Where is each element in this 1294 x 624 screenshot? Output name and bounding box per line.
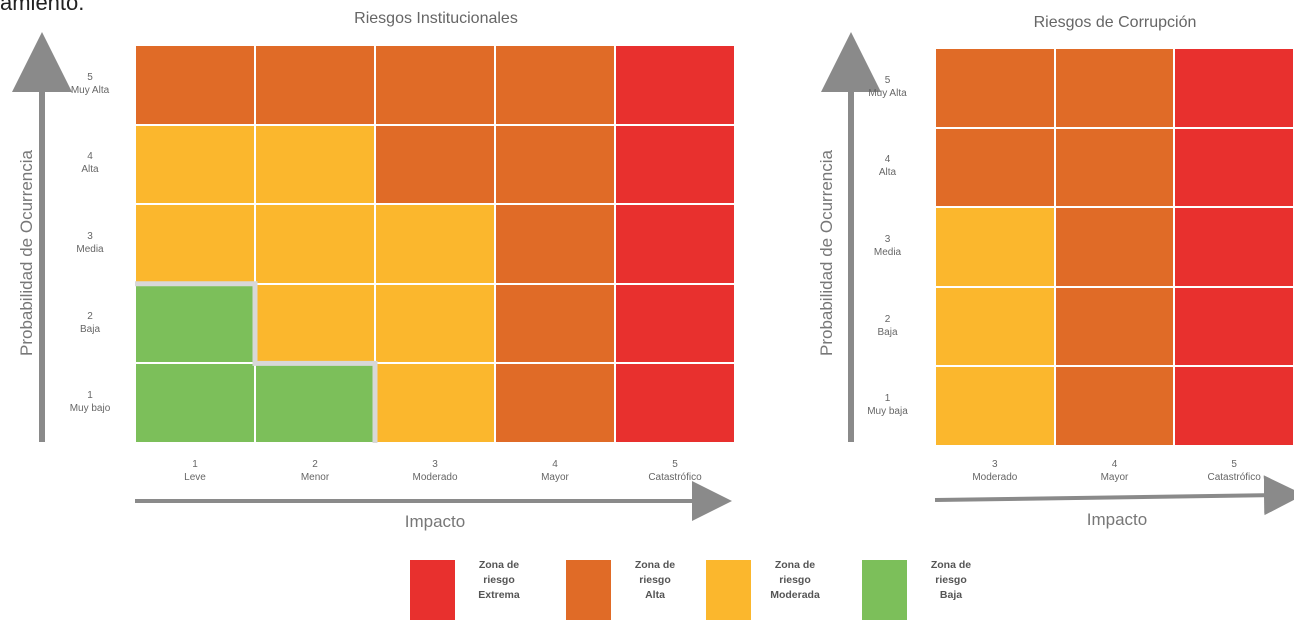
risk-cell-r5-c5 [615, 363, 735, 443]
y-axis-label-corrupcion: Probabilidad de Ocurrencia [817, 150, 836, 357]
row-label: 3 Media [76, 231, 104, 255]
risk-cell-r4-c3 [1174, 286, 1294, 367]
risk-cell-r2-c3 [1174, 127, 1294, 208]
y-axis-label-institucionales: Probabilidad de Ocurrencia [17, 150, 36, 357]
column-label: 5 Catastrófico [648, 459, 702, 483]
risk-cell-r1-c5 [615, 45, 735, 125]
row-label: 2 Baja [877, 313, 898, 338]
risk-cell-r1-c3 [1174, 48, 1294, 128]
row-label: 4 Alta [81, 151, 99, 176]
risk-cell-r5-c4 [495, 363, 615, 443]
risk-matrix-corrupcion [935, 48, 1294, 446]
risk-cell-r3-c1 [135, 204, 255, 284]
column-label: 2 Menor [300, 459, 330, 483]
row-label: 1 Muy baja [867, 393, 908, 418]
risk-cell-r1-c4 [495, 45, 615, 125]
risk-cell-r2-c2 [1054, 127, 1175, 208]
risk-cell-r4-c1 [935, 286, 1055, 367]
risk-cell-r1-c2 [255, 45, 375, 125]
risk-cell-r1-c3 [375, 45, 495, 125]
chart-title-corrupcion: Riesgos de Corrupción [1033, 14, 1197, 31]
column-label: 5 Catastrófico [1207, 459, 1261, 483]
legend-label-low: Zona de riesgo Baja [907, 558, 995, 620]
legend-label-moderate: Zona de riesgo Moderada [751, 558, 839, 620]
risk-matrix-institucionales [135, 45, 735, 443]
risk-cell-r2-c1 [935, 127, 1055, 208]
chart-title-institucionales: Riesgos Institucionales [354, 10, 518, 27]
risk-cell-r5-c3 [375, 363, 495, 443]
risk-cell-r2-c2 [255, 124, 375, 205]
risk-cell-r3-c3 [375, 204, 495, 284]
column-label: 3 Moderado [412, 459, 458, 483]
risk-cell-r5-c1 [135, 363, 255, 443]
x-axis-label-corrupcion: Impacto [1086, 510, 1148, 529]
column-label: 4 Mayor [541, 459, 569, 483]
risk-cell-r4-c2 [255, 283, 375, 364]
row-label: 1 Muy bajo [69, 390, 111, 415]
risk-cell-r4-c3 [375, 283, 495, 364]
risk-cell-r5-c3 [1174, 366, 1294, 446]
risk-cell-r4-c4 [495, 283, 615, 364]
legend-label-extreme: Zona de riesgo Extrema [455, 558, 543, 620]
risk-cell-r4-c2 [1054, 286, 1175, 367]
risk-cell-r5-c2 [255, 363, 375, 443]
risk-cell-r4-c5 [615, 283, 735, 364]
risk-cell-r1-c1 [935, 48, 1055, 128]
row-label: 5 Muy Alta [868, 74, 907, 99]
risk-cell-r3-c1 [935, 207, 1055, 287]
risk-cell-r1-c2 [1054, 48, 1175, 128]
risk-cell-r2-c5 [615, 124, 735, 205]
row-label: 3 Media [873, 234, 902, 258]
column-label: 4 Mayor [1100, 459, 1129, 483]
risk-cell-r3-c2 [1054, 207, 1175, 287]
x-axis-arrow-right [934, 475, 1294, 516]
risk-cell-r1-c1 [135, 45, 255, 125]
risk-cell-r5-c1 [935, 366, 1055, 446]
risk-cell-r5-c2 [1054, 366, 1175, 446]
risk-cell-r3-c2 [255, 204, 375, 284]
x-axis-label-institucionales: Impacto [404, 512, 466, 531]
risk-cell-r2-c1 [135, 124, 255, 205]
legend-label-high: Zona de riesgo Alta [611, 558, 699, 620]
risk-cell-r2-c4 [495, 124, 615, 205]
row-label: 5 Muy Alta [70, 71, 110, 96]
row-label: 4 Alta [878, 154, 897, 179]
caption-fragment: amiento. [0, 0, 85, 15]
risk-cell-r3-c5 [615, 204, 735, 284]
column-label: 3 Moderado [972, 459, 1018, 483]
column-label: 1 Leve [184, 459, 206, 483]
risk-cell-r4-c1 [135, 283, 255, 364]
risk-cell-r3-c3 [1174, 207, 1294, 287]
risk-cell-r3-c4 [495, 204, 615, 284]
row-label: 2 Baja [79, 310, 100, 335]
risk-cell-r2-c3 [375, 124, 495, 205]
